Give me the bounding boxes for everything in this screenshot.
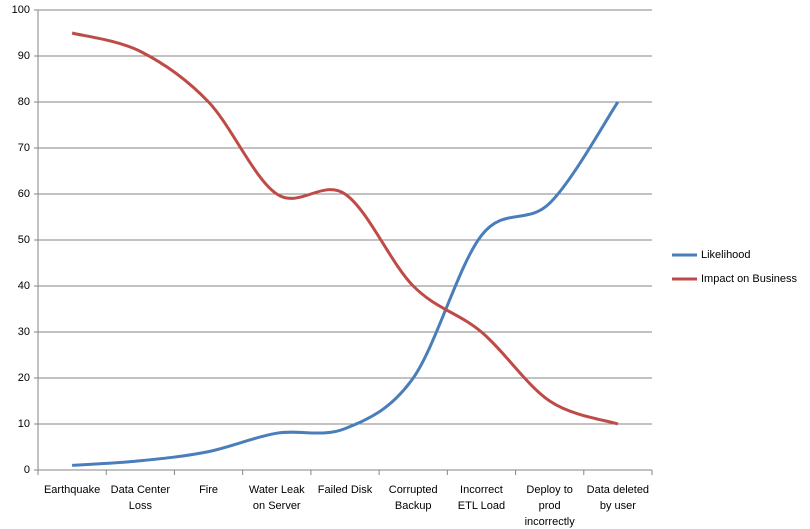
- y-tick-label: 10: [18, 418, 30, 430]
- x-tick-label: Data Center Loss: [110, 484, 170, 512]
- x-tick-label: Fire: [199, 484, 219, 496]
- x-tick-label: Deploy to prod incorrectly: [524, 484, 575, 528]
- y-tick-label: 40: [18, 280, 30, 292]
- y-tick-label: 50: [18, 234, 30, 246]
- legend-label: Impact on Business: [701, 273, 797, 285]
- y-tick-label: 20: [18, 372, 30, 384]
- x-tick-label: Incorrect ETL Load: [457, 484, 506, 512]
- x-tick-label: Water Leak on Server: [248, 484, 305, 512]
- y-tick-label: 30: [18, 326, 30, 338]
- series-line: [72, 101, 620, 467]
- x-tick-label: Data deleted by user: [586, 484, 650, 512]
- x-tick-label: Earthquake: [43, 484, 101, 496]
- series-line: [71, 31, 619, 426]
- legend-label: Likelihood: [701, 249, 751, 261]
- y-tick-label: 80: [18, 96, 30, 108]
- x-tick-label: Failed Disk: [317, 484, 373, 496]
- y-tick-label: 0: [24, 464, 30, 476]
- y-tick-label: 60: [18, 188, 30, 200]
- y-tick-label: 100: [12, 4, 30, 16]
- y-tick-label: 70: [18, 142, 30, 154]
- x-tick-label: Corrupted Backup: [388, 484, 438, 512]
- y-tick-label: 90: [18, 50, 30, 62]
